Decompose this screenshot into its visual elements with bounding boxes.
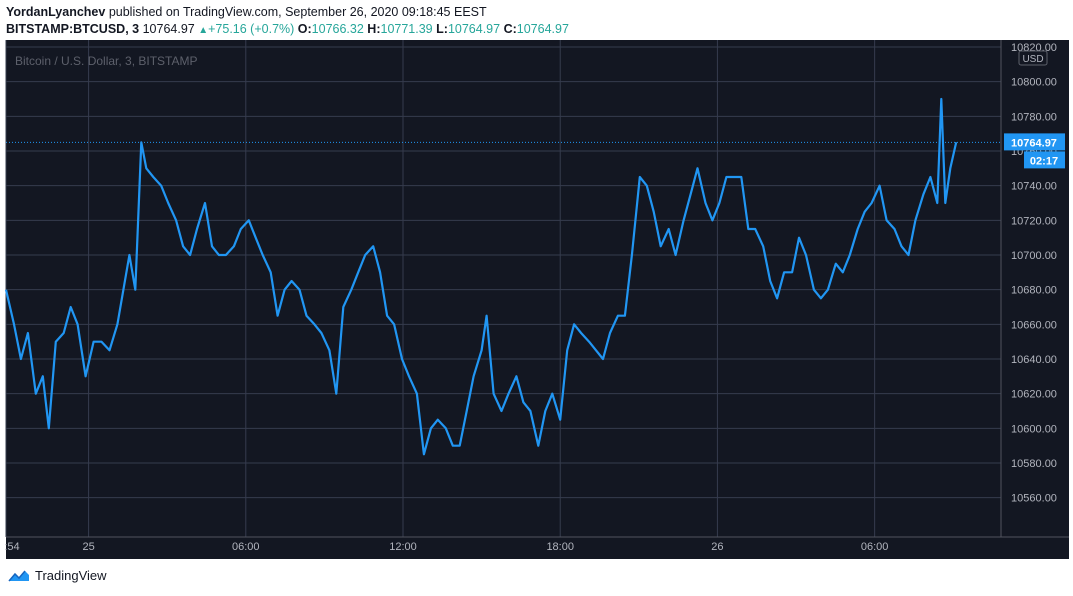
time-axis-background xyxy=(6,537,1069,559)
y-tick-label: 10740.00 xyxy=(1011,181,1057,193)
footer-brand[interactable]: TradingView xyxy=(8,568,107,583)
last-price-badge xyxy=(1004,133,1065,151)
currency-label: USD xyxy=(1022,54,1043,65)
y-tick-label: 10600.00 xyxy=(1011,423,1057,435)
close-value: 10764.97 xyxy=(516,22,569,36)
y-tick-label: 10680.00 xyxy=(1011,285,1057,297)
x-axis-ticks: :54 25 06:00 12:00 18:00 26 06:00 xyxy=(4,541,888,553)
y-tick-label: 10820.00 xyxy=(1011,42,1057,54)
open-value: 10766.32 xyxy=(311,22,364,36)
y-tick-label: 10560.00 xyxy=(1011,493,1057,505)
open-label: O: xyxy=(297,22,312,36)
change-value: +75.16 (+0.7%) xyxy=(208,22,295,36)
price-axis-background xyxy=(1001,40,1069,537)
ohlc-legend: BITSTAMP:BTCUSD, 3 10764.97 ▲+75.16 (+0.… xyxy=(6,22,569,36)
x-tick-label: 25 xyxy=(82,541,94,553)
publication-header: YordanLyanchev published on TradingView.… xyxy=(6,5,487,19)
y-tick-label: 10720.00 xyxy=(1011,215,1057,227)
y-tick-label: 10640.00 xyxy=(1011,354,1057,366)
x-tick-label: 06:00 xyxy=(232,541,260,553)
tradingview-logo-icon xyxy=(8,570,29,581)
x-tick-label: 12:00 xyxy=(389,541,417,553)
x-tick-label: 18:00 xyxy=(546,541,574,553)
y-tick-label: 10620.00 xyxy=(1011,389,1057,401)
x-tick-label: 06:00 xyxy=(861,541,889,553)
countdown-label: 02:17 xyxy=(1030,155,1058,167)
low-label: L: xyxy=(436,22,448,36)
x-tick-label: 26 xyxy=(711,541,723,553)
plot-background xyxy=(6,40,1001,537)
close-label: C: xyxy=(503,22,517,36)
y-tick-label: 10780.00 xyxy=(1011,111,1057,123)
x-tick-label: :54 xyxy=(4,541,19,553)
y-tick-label: 10660.00 xyxy=(1011,319,1057,331)
low-value: 10764.97 xyxy=(447,22,501,36)
y-tick-label: 10800.00 xyxy=(1011,77,1057,89)
last-price: 10764.97 xyxy=(142,22,195,36)
currency-box[interactable] xyxy=(1018,50,1048,66)
last-price-badge-label: 10764.97 xyxy=(1011,137,1057,149)
grid-lines xyxy=(5,40,1001,537)
high-label: H: xyxy=(367,22,381,36)
symbol-label[interactable]: BITSTAMP:BTCUSD, 3 xyxy=(6,22,140,36)
high-value: 10771.39 xyxy=(380,22,433,36)
y-tick-label: 10700.00 xyxy=(1011,250,1057,262)
footer-brand-label: TradingView xyxy=(35,568,107,583)
published-text: published on TradingView.com, September … xyxy=(108,5,487,19)
triangle-up-icon: ▲ xyxy=(198,25,209,36)
countdown-badge xyxy=(1024,151,1065,169)
y-tick-label: 10580.00 xyxy=(1011,458,1057,470)
chart-title: Bitcoin / U.S. Dollar, 3, BITSTAMP xyxy=(15,54,198,68)
author-name[interactable]: YordanLyanchev xyxy=(6,5,106,19)
price-series-line[interactable] xyxy=(4,97,958,456)
